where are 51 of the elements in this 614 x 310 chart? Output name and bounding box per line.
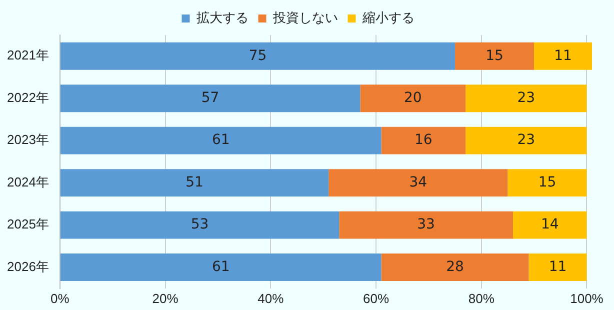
bar (60, 211, 340, 239)
y-tick-label: 2023年 (7, 132, 49, 148)
legend-label: 拡大する (196, 10, 248, 26)
x-tick-label: 40% (258, 290, 284, 306)
data-label: 28 (446, 258, 464, 275)
bar (455, 42, 534, 70)
x-tick-label: 20% (152, 290, 179, 306)
data-label: 34 (409, 174, 428, 190)
bar (381, 126, 466, 154)
data-label: 57 (201, 90, 220, 106)
bar (328, 169, 508, 197)
legend-label: 縮小する (361, 10, 414, 26)
data-label: 15 (538, 174, 556, 190)
data-label: 16 (414, 132, 432, 148)
data-label: 11 (548, 258, 567, 275)
x-tick-label: 100% (570, 290, 604, 306)
data-label: 14 (540, 216, 559, 233)
y-tick-label: 2026年 (7, 258, 49, 274)
y-tick-label: 2022年 (7, 90, 49, 105)
bar (360, 84, 466, 112)
data-label: 20 (404, 90, 422, 106)
data-label: 53 (190, 216, 209, 233)
data-label: 23 (517, 132, 536, 148)
x-tick-label: 80% (468, 290, 495, 306)
data-label: 23 (517, 90, 536, 106)
y-tick-label: 2024年 (7, 174, 49, 190)
x-tick-label: 60% (362, 290, 390, 306)
data-label: 15 (486, 48, 504, 64)
data-label: 51 (186, 174, 204, 190)
bar (508, 169, 587, 197)
y-tick-label: 2021年 (7, 48, 49, 63)
bar (512, 211, 587, 239)
bar (60, 126, 382, 154)
bar (60, 42, 456, 70)
bar (534, 42, 592, 70)
data-label: 61 (212, 132, 230, 148)
data-label: 33 (417, 216, 435, 233)
data-label: 61 (212, 258, 230, 275)
data-label: 11 (554, 48, 572, 64)
legend-label: 投資しない (272, 10, 338, 26)
bar (466, 84, 587, 112)
bar (528, 254, 587, 282)
bar (466, 126, 587, 154)
bar (60, 169, 329, 197)
data-label: 75 (248, 48, 267, 64)
bar (339, 211, 513, 239)
bar (60, 84, 360, 112)
x-tick-label: 0% (50, 290, 70, 306)
y-tick-label: 2025年 (7, 216, 49, 232)
bar (381, 254, 529, 282)
bar (60, 254, 382, 282)
